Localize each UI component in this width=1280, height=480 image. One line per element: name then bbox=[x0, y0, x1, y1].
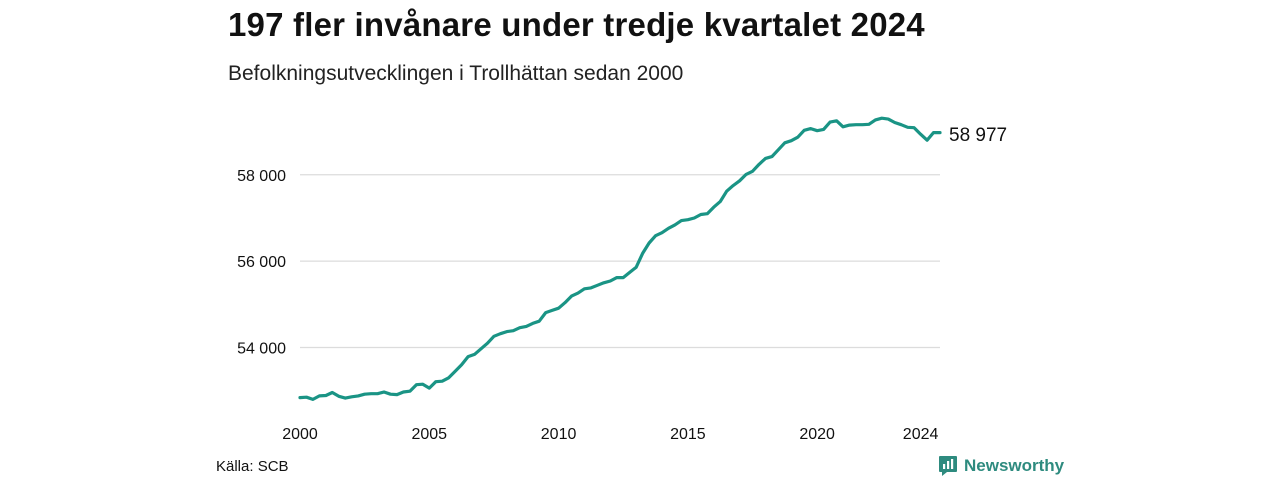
y-tick-label: 56 000 bbox=[237, 254, 286, 271]
x-tick-label: 2005 bbox=[411, 426, 447, 443]
chart-title: 197 fler invånare under tredje kvartalet… bbox=[228, 6, 925, 43]
x-tick-label: 2015 bbox=[670, 426, 706, 443]
series-group bbox=[298, 116, 942, 401]
y-tick-label: 54 000 bbox=[237, 341, 286, 358]
y-tick-label: 58 000 bbox=[237, 168, 286, 185]
brand-logo[interactable]: Newsworthy bbox=[938, 455, 1064, 477]
x-tick-label: 2010 bbox=[541, 426, 577, 443]
x-tick-label: 2020 bbox=[799, 426, 835, 443]
gridlines bbox=[300, 174, 940, 349]
x-tick-label: 2000 bbox=[282, 426, 318, 443]
x-axis-ticks: 2000 2005 2010 2015 2020 2024 bbox=[282, 426, 938, 443]
newsworthy-logo-icon bbox=[939, 456, 957, 476]
x-tick-label: 2024 bbox=[903, 426, 939, 443]
y-axis-ticks: 54 000 56 000 58 000 bbox=[237, 168, 286, 358]
chart-subtitle: Befolkningsutvecklingen i Trollhättan se… bbox=[228, 62, 684, 85]
source-note: Källa: SCB bbox=[216, 458, 289, 475]
series-line bbox=[298, 116, 942, 401]
end-value-label: 58 977 bbox=[949, 125, 1007, 146]
brand-name: Newsworthy bbox=[964, 456, 1065, 475]
